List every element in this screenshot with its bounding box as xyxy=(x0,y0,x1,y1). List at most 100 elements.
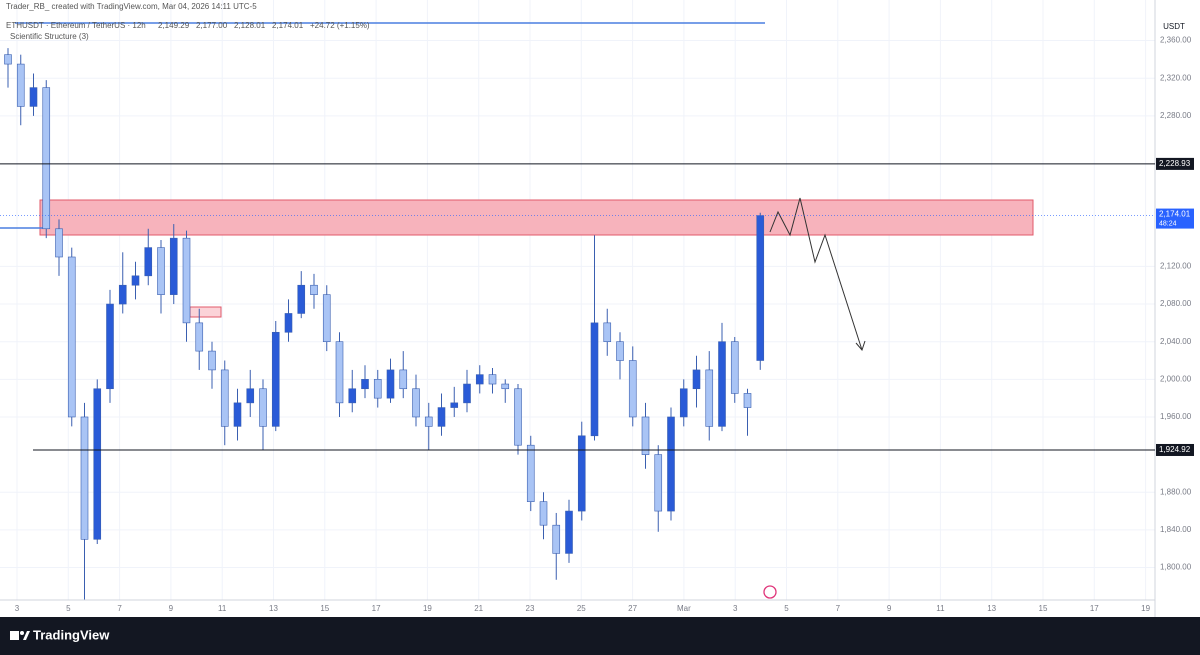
last-price-box xyxy=(1156,208,1194,229)
candle-body xyxy=(654,454,663,512)
y-tick-label: 2,080.00 xyxy=(1160,299,1192,308)
candle-body xyxy=(718,341,726,427)
candle-body xyxy=(246,388,255,404)
x-tick-label: 9 xyxy=(887,604,892,613)
legend-value: +24.72 (+1.15%) xyxy=(310,21,370,30)
candle-body xyxy=(93,388,102,540)
candle-body xyxy=(118,284,127,305)
candle-body xyxy=(437,407,446,427)
candle-body xyxy=(603,322,612,342)
y-tick-label: 2,040.00 xyxy=(1160,337,1192,346)
candle-body xyxy=(743,393,752,408)
candle-body xyxy=(208,350,216,371)
candle-body xyxy=(271,331,280,427)
x-tick-label: 17 xyxy=(372,604,381,613)
candle-body xyxy=(4,54,12,65)
candle-body xyxy=(679,388,688,418)
candle-body xyxy=(144,247,153,277)
candle-body xyxy=(641,416,650,455)
candle-body xyxy=(616,341,624,361)
candle-body xyxy=(220,369,229,427)
candle-body xyxy=(412,388,420,418)
candle-body xyxy=(756,215,765,361)
x-tick-label: 5 xyxy=(784,604,789,613)
y-tick-label: 1,960.00 xyxy=(1160,412,1192,421)
candle-body xyxy=(106,303,114,390)
candle-body xyxy=(373,379,382,399)
small-zone xyxy=(189,306,222,318)
axes: 1,800.00 1,840.00 1,880.00 1,960.00 2,000.00… xyxy=(15,36,1192,613)
x-tick-label: 3 xyxy=(733,604,738,613)
chart-bg xyxy=(0,0,1200,617)
candle-body xyxy=(131,275,140,286)
candle-body xyxy=(399,369,408,390)
candle-body xyxy=(157,247,165,295)
event-icon xyxy=(763,585,777,599)
price-label: 2,228.93 xyxy=(1159,159,1191,168)
candle-body xyxy=(195,322,204,352)
candles xyxy=(4,48,765,601)
candle-body xyxy=(526,444,535,502)
legend-value: 2,177.00 xyxy=(196,21,228,30)
candle-body xyxy=(297,284,306,314)
y-tick-label: 1,840.00 xyxy=(1160,525,1192,534)
y-tick-label: 1,800.00 xyxy=(1160,563,1192,572)
candle-body xyxy=(565,510,573,554)
x-tick-label: 17 xyxy=(1090,604,1099,613)
candle-body xyxy=(284,313,293,333)
candle-body xyxy=(386,369,395,399)
indicator: Scientific Structure (3) xyxy=(10,32,89,41)
y-tick-label: 2,360.00 xyxy=(1160,36,1192,45)
candle-body xyxy=(667,416,675,512)
candle-body xyxy=(259,388,267,427)
x-tick-label: 13 xyxy=(269,604,278,613)
supply-zone xyxy=(39,199,1034,236)
candle-body xyxy=(590,322,599,437)
candle-body xyxy=(322,294,331,342)
candle-body xyxy=(539,501,548,526)
candle-body xyxy=(335,341,344,404)
y-tick-label: 2,280.00 xyxy=(1160,111,1192,120)
x-tick-label: 23 xyxy=(526,604,535,613)
candle-body xyxy=(233,402,242,427)
candle-body xyxy=(310,284,318,295)
last-price-label: 2,174.01 xyxy=(1159,210,1191,219)
candle-body xyxy=(692,369,701,390)
candle-body xyxy=(424,416,433,427)
forecast-path xyxy=(769,197,863,351)
candle-body xyxy=(488,374,497,385)
candle-body xyxy=(361,379,369,390)
candle-body xyxy=(705,369,714,427)
currency: USDT xyxy=(1163,22,1185,31)
candle-body xyxy=(55,228,63,258)
candle-body xyxy=(16,63,25,107)
candle-body xyxy=(80,416,89,540)
x-tick-label: 13 xyxy=(987,604,996,613)
credit: Trader_RB_ created with TradingView.com,… xyxy=(6,2,257,11)
legend-value: 2,174.01 xyxy=(272,21,304,30)
candle-body xyxy=(169,237,178,295)
candle-body xyxy=(475,374,484,385)
legend-value: 2,128.01 xyxy=(234,21,266,30)
candle-body xyxy=(514,388,522,446)
candle-body xyxy=(730,341,739,394)
candle-body xyxy=(552,524,561,554)
price-label-box xyxy=(1156,157,1194,170)
price-label-box xyxy=(1156,443,1194,456)
x-tick-label: 11 xyxy=(936,604,945,613)
x-tick-label: 25 xyxy=(577,604,586,613)
x-tick-label: 11 xyxy=(218,604,227,613)
footer xyxy=(0,617,1200,655)
symbol: ETHUSDT · Ethereum / TetherUS · 12h xyxy=(6,21,146,30)
x-tick-label: 5 xyxy=(66,604,71,613)
price-label: 1,924.92 xyxy=(1159,445,1191,454)
x-tick-label: 3 xyxy=(15,604,20,613)
candle-body xyxy=(577,435,586,512)
candle-body xyxy=(501,383,510,390)
x-tick-label: 9 xyxy=(169,604,174,613)
candle-body xyxy=(67,256,76,418)
candle-body xyxy=(42,87,51,230)
x-tick-label: 15 xyxy=(320,604,329,613)
